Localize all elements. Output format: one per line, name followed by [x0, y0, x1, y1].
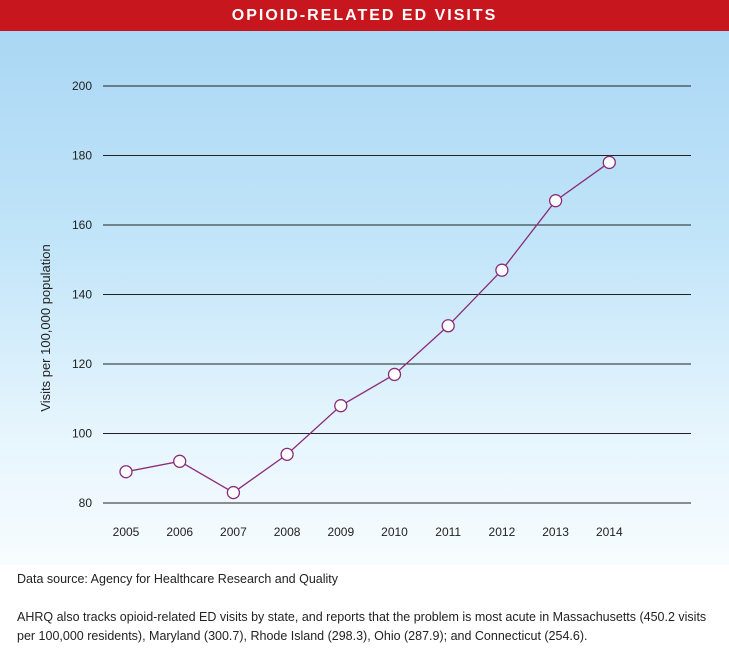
gridlines	[103, 85, 691, 504]
x-tick-label: 2005	[113, 525, 140, 539]
footnote: AHRQ also tracks opioid-related ED visit…	[17, 610, 707, 643]
data-point	[226, 485, 241, 500]
x-tick-label: 2009	[327, 525, 354, 539]
y-axis-label: Visits per 100,000 population	[38, 244, 53, 411]
data-point	[387, 367, 402, 382]
x-axis-ticks: 2005 2006 2007 2008 2009 2010 2011 2012 2013 2014	[113, 525, 623, 539]
data-point	[334, 399, 348, 413]
y-tick-label: 180	[72, 149, 92, 163]
x-tick-label: 2006	[166, 525, 193, 539]
x-tick-label: 2014	[596, 525, 623, 539]
y-tick-label: 120	[72, 357, 92, 371]
series-line	[125, 161, 610, 494]
data-point	[280, 447, 294, 462]
data-point	[119, 465, 133, 479]
data-point	[173, 454, 187, 468]
y-tick-label: 100	[72, 427, 92, 441]
series-layer	[119, 155, 616, 500]
chart-title: OPIOID-RELATED ED VISITS	[231, 6, 498, 24]
y-axis-ticks: 80 100 120 140 160 180 200	[72, 79, 92, 510]
data-point	[548, 194, 563, 208]
x-tick-label: 2007	[220, 525, 247, 539]
chart-title-banner: OPIOID-RELATED ED VISITS	[0, 0, 729, 31]
x-tick-label: 2012	[489, 525, 516, 539]
x-tick-label: 2011	[435, 525, 461, 539]
data-point	[441, 319, 455, 333]
x-tick-label: 2013	[542, 525, 569, 539]
y-tick-label: 140	[72, 288, 92, 302]
y-tick-label: 80	[79, 496, 93, 510]
y-tick-label: 200	[72, 79, 92, 93]
data-source: Data source: Agency for Healthcare Resea…	[17, 572, 339, 586]
data-point	[602, 155, 616, 170]
x-tick-label: 2010	[381, 525, 408, 539]
x-tick-label: 2008	[274, 525, 301, 539]
data-point	[495, 263, 509, 277]
y-tick-label: 160	[72, 218, 92, 232]
